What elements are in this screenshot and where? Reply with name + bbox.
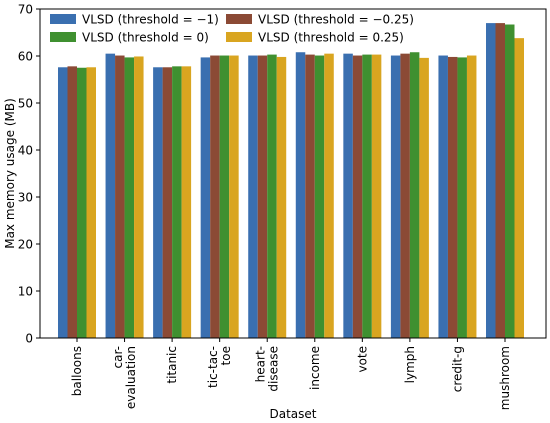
bar <box>400 53 410 339</box>
bar <box>390 55 401 338</box>
y-tick-label: 40 <box>18 144 33 158</box>
legend-swatch <box>226 14 252 24</box>
legend: VLSD (threshold = −1) VLSD (threshold = −… <box>50 13 414 45</box>
bar <box>210 55 220 338</box>
y-axis-label: Max memory usage (MB) <box>3 98 17 249</box>
y-tick-label: 70 <box>18 3 33 17</box>
legend-swatch <box>50 14 76 24</box>
bar <box>466 55 477 338</box>
bar <box>343 53 353 339</box>
x-tick-label: heart-disease <box>254 346 281 392</box>
bar <box>447 56 458 338</box>
y-tick-label: 0 <box>25 332 33 346</box>
legend-label: VLSD (threshold = 0.25) <box>258 31 404 45</box>
x-tick-label: car-evaluation <box>111 346 138 409</box>
bar <box>486 23 496 338</box>
x-tick-label: income <box>308 346 322 390</box>
bar <box>419 57 429 338</box>
x-tick-label: vote <box>355 346 369 373</box>
bar <box>457 57 467 338</box>
x-axis-label: Dataset <box>270 407 317 421</box>
y-tick-label: 60 <box>18 50 33 64</box>
bar <box>172 66 182 338</box>
bar <box>324 53 334 339</box>
bar <box>124 57 135 338</box>
bar <box>229 55 239 338</box>
bar <box>200 57 211 338</box>
y-tick-label: 30 <box>18 191 33 205</box>
bar <box>314 55 325 338</box>
bar <box>409 52 420 339</box>
bar <box>495 23 505 338</box>
bar <box>505 24 515 338</box>
bar <box>134 56 144 338</box>
x-tick-label: titanic <box>165 346 179 384</box>
bar <box>305 54 315 339</box>
bar <box>219 55 230 338</box>
y-tick-label: 20 <box>18 238 33 252</box>
y-axis: 0 10 20 30 40 50 60 70 <box>18 3 40 346</box>
bars-layer <box>58 23 524 339</box>
x-tick-label: mushroom <box>498 346 512 410</box>
bar <box>267 54 277 339</box>
bar <box>257 55 268 338</box>
y-tick-label: 10 <box>18 285 33 299</box>
x-tick-label: credit-g <box>450 346 464 392</box>
plot-frame <box>39 8 547 339</box>
legend-swatch <box>50 32 76 42</box>
bar <box>58 67 68 338</box>
bar <box>162 67 173 338</box>
legend-swatch <box>226 32 252 42</box>
bar <box>514 38 524 338</box>
bar <box>438 55 448 338</box>
bar <box>181 66 192 338</box>
legend-label: VLSD (threshold = 0) <box>82 31 209 45</box>
legend-label: VLSD (threshold = −0.25) <box>258 13 414 27</box>
x-tick-label: lymph <box>403 346 417 383</box>
bar <box>276 56 287 338</box>
bar <box>77 67 87 338</box>
bar <box>153 67 163 338</box>
bar <box>86 67 96 338</box>
bar <box>67 66 77 338</box>
y-tick-label: 50 <box>18 97 33 111</box>
bar <box>362 54 372 339</box>
bar <box>352 55 363 338</box>
x-axis: balloons car-evaluation titanic tic-tac-toe… <box>70 338 512 410</box>
x-tick-label: tic-tac-toe <box>206 346 233 388</box>
bar <box>105 53 116 339</box>
bar <box>295 52 306 339</box>
bar <box>115 55 125 338</box>
bar <box>248 55 258 338</box>
x-tick-label: balloons <box>70 346 84 396</box>
bar <box>371 54 382 339</box>
legend-label: VLSD (threshold = −1) <box>82 13 219 27</box>
